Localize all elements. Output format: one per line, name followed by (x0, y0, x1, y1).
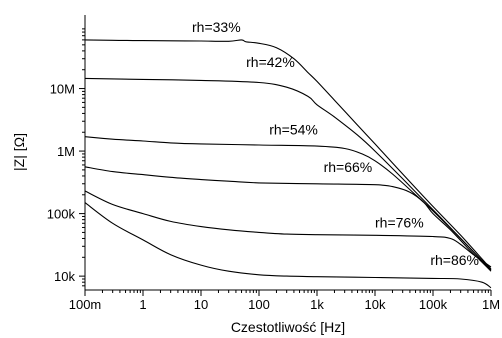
x-tick-label: 100k (419, 297, 448, 312)
x-tick-label: 1k (310, 297, 324, 312)
series-label: rh=42% (246, 54, 295, 70)
x-tick-label: 1M (482, 297, 500, 312)
series-label: rh=66% (324, 159, 373, 175)
series-line (84, 39, 492, 270)
y-ticks: 10k 100k 1M 10M (47, 28, 85, 287)
series-line (84, 190, 492, 268)
axes-frame (84, 15, 491, 291)
series-group: rh=33% rh=42% rh=54% rh=66% rh=76% rh=86% (84, 19, 492, 289)
x-ticks: 100m 1 10 100 1k 10k 100k 1M (69, 290, 500, 312)
series-label: rh=54% (269, 121, 318, 137)
series-line (84, 166, 492, 272)
x-axis-label: Czestotliwość [Hz] (231, 319, 345, 335)
x-tick-label: 10 (194, 297, 208, 312)
series-label: rh=86% (430, 252, 479, 268)
y-tick-label: 10M (50, 82, 75, 97)
series-line (84, 202, 492, 289)
y-axis-label: |Z| [Ω] (11, 133, 27, 171)
series-line (84, 77, 492, 271)
x-tick-label: 10k (365, 297, 386, 312)
y-tick-label: 10k (54, 269, 75, 284)
series-label: rh=76% (375, 214, 424, 230)
x-tick-label: 1 (139, 297, 146, 312)
y-tick-label: 1M (57, 144, 75, 159)
series-label: rh=33% (192, 19, 241, 35)
x-tick-label: 100 (248, 297, 270, 312)
y-tick-label: 100k (47, 207, 76, 222)
x-tick-label: 100m (69, 297, 102, 312)
